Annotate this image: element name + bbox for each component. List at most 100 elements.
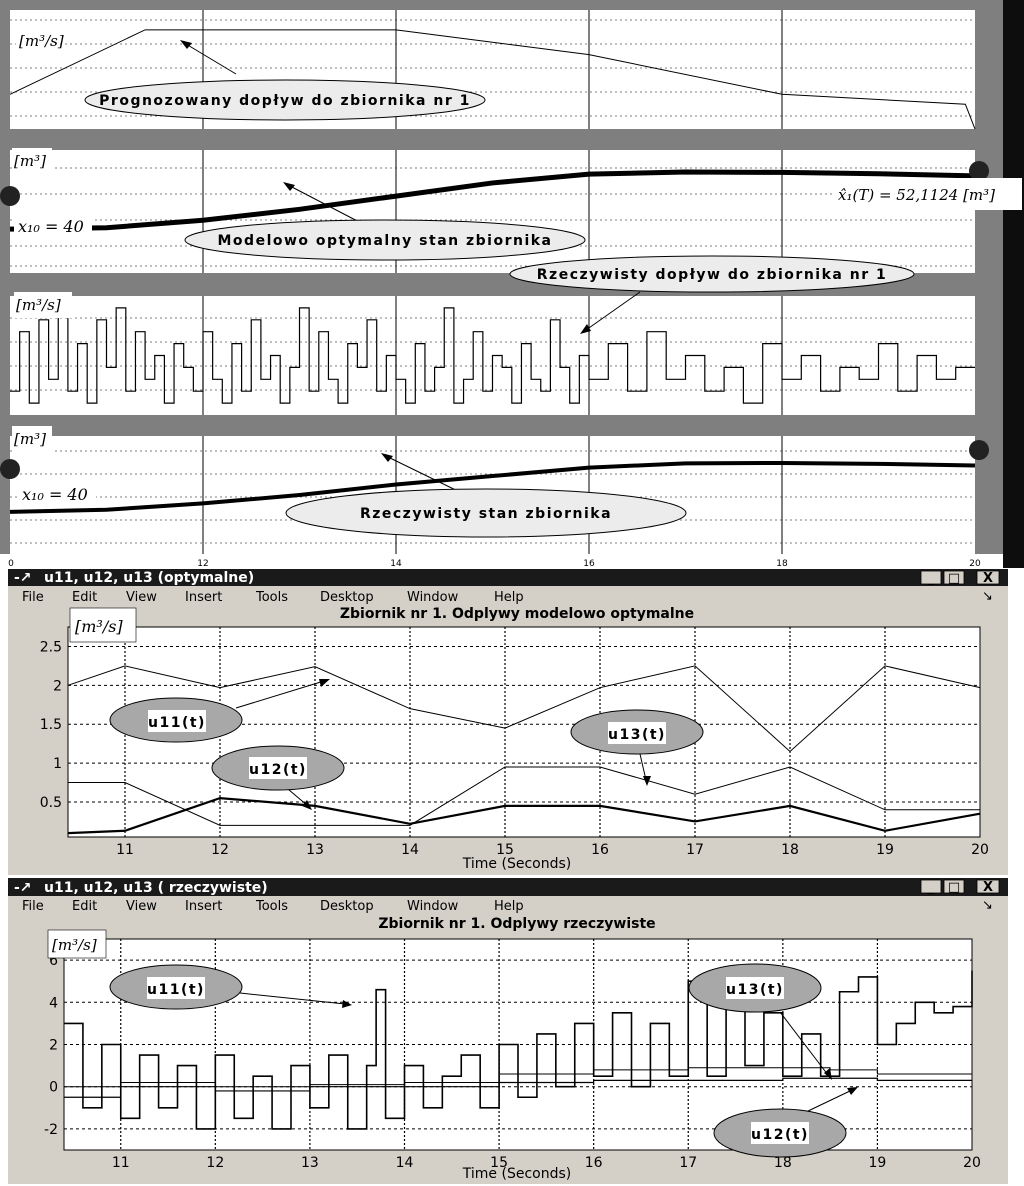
p2-unit-text: [m³] bbox=[14, 152, 46, 170]
x-tick-label: 18 bbox=[774, 1155, 792, 1171]
window-actual-title-icon: -↗ bbox=[14, 880, 32, 896]
plot-actual-unit-text: [m³/s] bbox=[52, 936, 97, 954]
menu-window[interactable]: Window bbox=[407, 590, 459, 605]
p4-unit-text: [m³] bbox=[14, 430, 46, 448]
y-tick-label: 0 bbox=[49, 1080, 58, 1096]
final-state-text: x̂₁(T) = 52,1124 [m³] bbox=[838, 186, 995, 204]
top-x-tick-labels: 0 12 14 16 18 20 bbox=[8, 559, 981, 569]
x-tick-label: 12 bbox=[211, 842, 229, 858]
callout-opt-u11-text: u11(t) bbox=[148, 715, 206, 731]
x-tick-label: 15 bbox=[490, 1155, 508, 1171]
window-actual-titlebar[interactable] bbox=[8, 878, 1008, 896]
plot-optimal-unit-text: [m³/s] bbox=[75, 617, 123, 636]
plot-optimal-x-ticks: 11 12 13 14 15 16 17 18 19 20 bbox=[116, 842, 989, 858]
callout-forecast-inflow-text: Prognozowany dopływ do zbiornika nr 1 bbox=[99, 93, 471, 109]
window-optimal-controls: _ □ X bbox=[920, 570, 1000, 586]
window-optimal-titlebar[interactable] bbox=[8, 569, 1008, 586]
x-tick-label: 11 bbox=[116, 842, 134, 858]
x-tick-label: 11 bbox=[112, 1155, 130, 1171]
plot-optimal-series bbox=[67, 665, 981, 835]
series-u11t-line bbox=[64, 970, 973, 1130]
right-strip bbox=[1003, 0, 1024, 568]
final-state-label: x̂₁(T) = 52,1124 [m³] bbox=[834, 178, 1022, 210]
plot-optimal-unit: [m³/s] bbox=[69, 607, 137, 643]
callout-opt-u12: u12(t) bbox=[211, 745, 345, 810]
minimize-icon: _ bbox=[927, 880, 935, 895]
menu-tools[interactable]: Tools bbox=[255, 590, 288, 605]
x-tick-label: 20 bbox=[971, 842, 989, 858]
window-actual-title: u11, u12, u13 ( rzeczywiste) bbox=[44, 880, 268, 896]
callout-actual-state: Rzeczywisty stan zbiornika bbox=[285, 453, 687, 538]
menu-desktop[interactable]: Desktop bbox=[320, 899, 374, 914]
plot-actual-x-ticks: 11 12 13 14 15 16 17 18 19 20 bbox=[112, 1155, 981, 1171]
x-tick-label: 19 bbox=[869, 1155, 887, 1171]
p2-start-marker bbox=[0, 186, 20, 206]
menu-view[interactable]: View bbox=[126, 899, 157, 914]
menu-help[interactable]: Help bbox=[494, 590, 524, 605]
top-section: [m³/s] [m³] [m³/s] [m³] x₁₀ = 40 x̂₁(T) … bbox=[0, 0, 1024, 569]
menu-file[interactable]: File bbox=[22, 590, 44, 605]
maximize-button[interactable] bbox=[943, 879, 965, 894]
close-icon: X bbox=[983, 880, 993, 895]
dock-arrow-icon[interactable]: ↘ bbox=[982, 589, 993, 604]
p4-start-marker bbox=[0, 459, 20, 479]
p2-end-marker bbox=[969, 161, 989, 181]
menu-edit[interactable]: Edit bbox=[72, 590, 97, 605]
series-u12t-line bbox=[67, 796, 981, 835]
window-actual: -↗ u11, u12, u13 ( rzeczywiste) _ □ X Fi… bbox=[8, 878, 1008, 1184]
menu-tools[interactable]: Tools bbox=[255, 899, 288, 914]
menu-insert[interactable]: Insert bbox=[185, 590, 222, 605]
menu-file[interactable]: File bbox=[22, 899, 44, 914]
x-tick-label: 16 bbox=[585, 1155, 603, 1171]
menu-desktop[interactable]: Desktop bbox=[320, 590, 374, 605]
window-actual-controls: _ □ X bbox=[920, 879, 1000, 895]
plot-actual-title: Zbiornik nr 1. Odplywy rzeczywiste bbox=[378, 916, 655, 932]
top-x-tick: 14 bbox=[390, 559, 402, 569]
top-x-tick: 16 bbox=[583, 559, 595, 569]
dock-arrow-icon[interactable]: ↘ bbox=[982, 898, 993, 913]
callout-act-u13: u13(t) bbox=[688, 963, 832, 1080]
y-tick-label: 0.5 bbox=[40, 795, 62, 811]
forecast-inflow-line bbox=[9, 29, 976, 130]
p4-end-marker bbox=[969, 440, 989, 460]
x-tick-label: 12 bbox=[206, 1155, 224, 1171]
maximize-icon: □ bbox=[948, 571, 960, 586]
menu-insert[interactable]: Insert bbox=[185, 899, 222, 914]
callout-act-u13-text: u13(t) bbox=[726, 982, 784, 998]
minimize-button[interactable] bbox=[920, 879, 942, 894]
callout-act-u12-text: u12(t) bbox=[751, 1127, 809, 1143]
actual-state-line bbox=[9, 460, 976, 514]
close-button[interactable] bbox=[976, 570, 1000, 585]
menu-edit[interactable]: Edit bbox=[72, 899, 97, 914]
menu-view[interactable]: View bbox=[126, 590, 157, 605]
plot-optimal-xlabel: Time (Seconds) bbox=[462, 856, 571, 872]
close-icon: X bbox=[983, 571, 993, 586]
menu-help[interactable]: Help bbox=[494, 899, 524, 914]
maximize-button[interactable] bbox=[943, 570, 965, 585]
callout-opt-u12-text: u12(t) bbox=[249, 762, 307, 778]
x-tick-label: 14 bbox=[396, 1155, 414, 1171]
p4-unit-label: [m³] bbox=[12, 426, 52, 454]
callout-model-optimal-state-text: Modelowo optymalny stan zbiornika bbox=[218, 233, 553, 249]
top-x-tick: 0 bbox=[8, 559, 14, 569]
window-optimal-title: u11, u12, u13 (optymalne) bbox=[44, 570, 254, 586]
p4-initial-state: x₁₀ = 40 bbox=[18, 480, 96, 508]
callout-actual-state-text: Rzeczywisty stan zbiornika bbox=[360, 506, 612, 522]
y-tick-label: 2.5 bbox=[40, 639, 62, 655]
top-xaxis-strip bbox=[0, 554, 1003, 568]
top-x-tick: 12 bbox=[197, 559, 208, 569]
y-tick-label: 1 bbox=[53, 756, 62, 772]
callout-actual-inflow: Rzeczywisty dopływ do zbiornika nr 1 bbox=[509, 255, 915, 334]
menu-window[interactable]: Window bbox=[407, 899, 459, 914]
plot-actual-xlabel: Time (Seconds) bbox=[462, 1166, 571, 1182]
top-x-tick: 18 bbox=[776, 559, 788, 569]
p4-initial-state-text: x₁₀ = 40 bbox=[22, 485, 88, 504]
callout-forecast-inflow: Prognozowany dopływ do zbiornika nr 1 bbox=[84, 40, 486, 121]
y-tick-label: 2 bbox=[49, 1038, 58, 1054]
x-tick-label: 18 bbox=[781, 842, 799, 858]
actual-inflow-line bbox=[10, 307, 975, 404]
p2-initial-state-text: x₁₀ = 40 bbox=[18, 217, 84, 236]
callout-act-u11: u11(t) bbox=[109, 964, 352, 1010]
minimize-button[interactable] bbox=[920, 570, 942, 585]
close-button[interactable] bbox=[976, 879, 1000, 894]
